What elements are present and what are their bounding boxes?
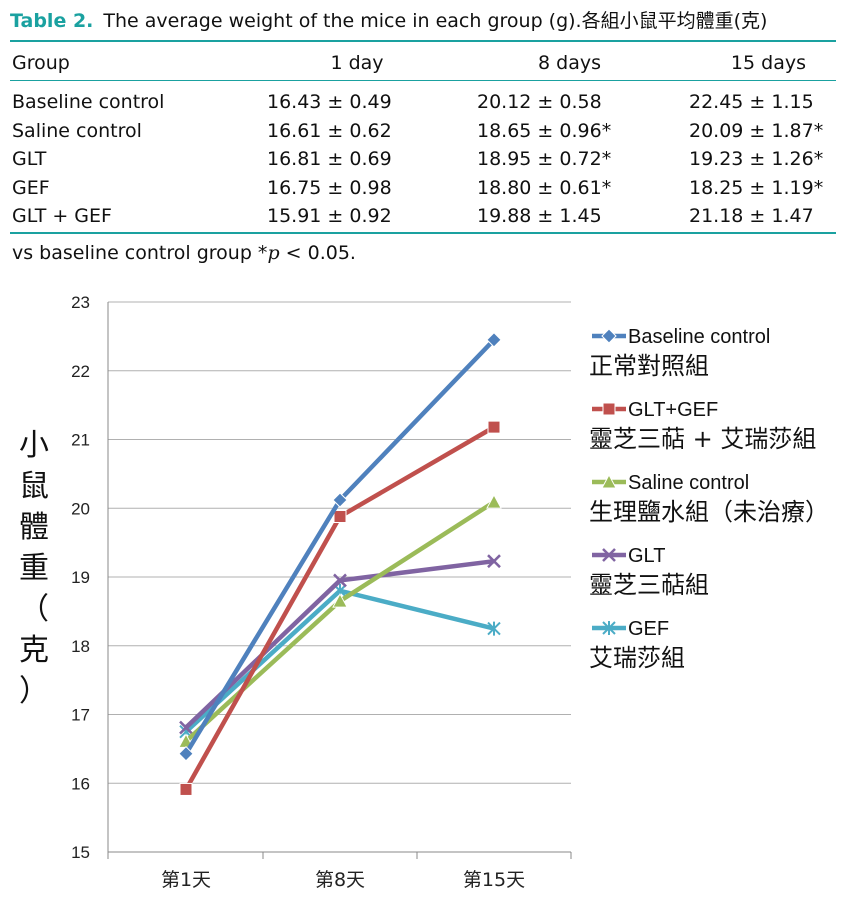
data-point — [178, 745, 194, 762]
y-axis-label-char: 重 — [19, 551, 49, 586]
legend-label: Saline control — [628, 472, 749, 494]
data-point — [179, 782, 193, 796]
series-line — [184, 425, 496, 791]
legend-label-zh: 靈芝三萜 + 艾瑞莎組 — [589, 425, 816, 453]
y-tick-label: 18 — [71, 637, 90, 656]
table-row: Baseline control 16.43 ± 0.49 20.12 ± 0.… — [12, 88, 834, 117]
cell-day1: 16.75 ± 0.98 — [267, 176, 392, 199]
legend-swatch-marker — [602, 402, 616, 416]
y-tick-label: 23 — [71, 293, 90, 312]
cell-group: GLT + GEF — [12, 205, 112, 228]
cell-day8: 19.88 ± 1.45 — [477, 205, 602, 228]
table-row: Saline control 16.61 ± 0.62 18.65 ± 0.96… — [12, 117, 834, 146]
x-tick-label: 第1天 — [161, 869, 211, 891]
y-tick-label: 21 — [71, 431, 90, 450]
footnote-tail: < 0.05. — [279, 242, 356, 264]
header-group: Group — [12, 52, 70, 74]
y-tick-label: 15 — [71, 843, 90, 862]
cell-group: GEF — [12, 176, 50, 199]
legend-label-zh: 靈芝三萜組 — [589, 571, 709, 599]
table-bottom-rule — [10, 232, 836, 234]
y-tick-label: 17 — [71, 706, 90, 725]
table-header-row: Group 1 day 8 days 15 days — [12, 48, 834, 78]
cell-day1: 16.61 ± 0.62 — [267, 119, 392, 142]
table-header-rule — [10, 80, 836, 81]
legend-label: GLT — [628, 545, 665, 567]
legend-label: GLT+GEF — [628, 399, 718, 421]
y-axis-label-char: 克 — [19, 633, 49, 668]
data-point — [486, 494, 502, 509]
table-title: The average weight of the mice in each g… — [103, 10, 768, 32]
table-top-rule — [10, 40, 836, 42]
cell-day8: 20.12 ± 0.58 — [477, 91, 602, 114]
legend-label-zh: 艾瑞莎組 — [589, 644, 685, 672]
cell-day15: 21.18 ± 1.47 — [689, 205, 814, 228]
table-row: GEF 16.75 ± 0.98 18.80 ± 0.61* 18.25 ± 1… — [12, 174, 834, 203]
x-tick-label: 第15天 — [463, 869, 525, 891]
x-tick-label: 第8天 — [315, 869, 365, 891]
legend-label-zh: 生理鹽水組（未治療） — [589, 498, 829, 526]
table-caption: Table 2. The average weight of the mice i… — [10, 6, 767, 33]
cell-day15: 18.25 ± 1.19* — [689, 176, 824, 199]
legend-swatch-marker — [602, 621, 616, 635]
cell-group: Saline control — [12, 119, 142, 142]
legend-swatch-marker — [602, 548, 616, 562]
cell-group: GLT — [12, 148, 47, 171]
y-axis-label-char: 體 — [19, 510, 49, 545]
footnote-p: p — [267, 242, 280, 264]
data-point — [332, 492, 348, 508]
legend-swatch-marker — [601, 328, 617, 344]
header-day15: 15 days — [730, 52, 806, 74]
y-tick-label: 22 — [71, 362, 90, 381]
cell-day1: 16.81 ± 0.69 — [267, 148, 392, 171]
data-point — [179, 720, 193, 735]
legend-label-zh: 正常對照組 — [589, 352, 709, 380]
data-point — [333, 510, 347, 523]
cell-day1: 16.43 ± 0.49 — [267, 91, 392, 114]
weight-table: Group 1 day 8 days 15 days Baseline cont… — [12, 48, 834, 231]
header-day8: 8 days — [538, 52, 601, 74]
cell-day15: 19.23 ± 1.26* — [689, 148, 824, 171]
cell-day8: 18.80 ± 0.61* — [477, 176, 612, 199]
y-tick-label: 19 — [71, 568, 90, 587]
legend-label: Baseline control — [628, 326, 770, 348]
data-point — [487, 554, 501, 569]
data-point — [332, 593, 348, 608]
footnote-text: vs baseline control group * — [12, 242, 268, 264]
legend-swatch-marker — [601, 473, 617, 489]
cell-day8: 18.95 ± 0.72* — [477, 148, 612, 171]
cell-day15: 22.45 ± 1.15 — [689, 91, 814, 114]
table-label: Table 2. — [10, 10, 94, 32]
data-point — [333, 573, 347, 588]
table-footnote: vs baseline control group *p < 0.05. — [12, 242, 356, 264]
legend-label: GEF — [628, 618, 669, 640]
y-axis-label-char: 鼠 — [19, 469, 49, 504]
header-day1: 1 day — [330, 52, 384, 74]
table-row: GLT + GEF 15.91 ± 0.92 19.88 ± 1.45 21.1… — [12, 202, 834, 231]
y-axis-label-char: （ — [19, 592, 49, 627]
y-axis-label-char: ） — [19, 674, 49, 709]
data-point — [487, 621, 501, 636]
y-axis-label-char: 小 — [19, 428, 49, 463]
data-point — [487, 420, 501, 434]
data-point — [486, 332, 502, 348]
y-tick-label: 20 — [71, 499, 90, 518]
cell-group: Baseline control — [12, 91, 165, 114]
cell-day1: 15.91 ± 0.92 — [267, 205, 392, 228]
cell-day15: 20.09 ± 1.87* — [689, 119, 824, 142]
cell-day8: 18.65 ± 0.96* — [477, 119, 612, 142]
table-row: GLT 16.81 ± 0.69 18.95 ± 0.72* 19.23 ± 1… — [12, 145, 834, 174]
y-axis-label: 小鼠體重 （ 克 ） — [14, 425, 54, 712]
y-tick-label: 16 — [71, 774, 90, 793]
